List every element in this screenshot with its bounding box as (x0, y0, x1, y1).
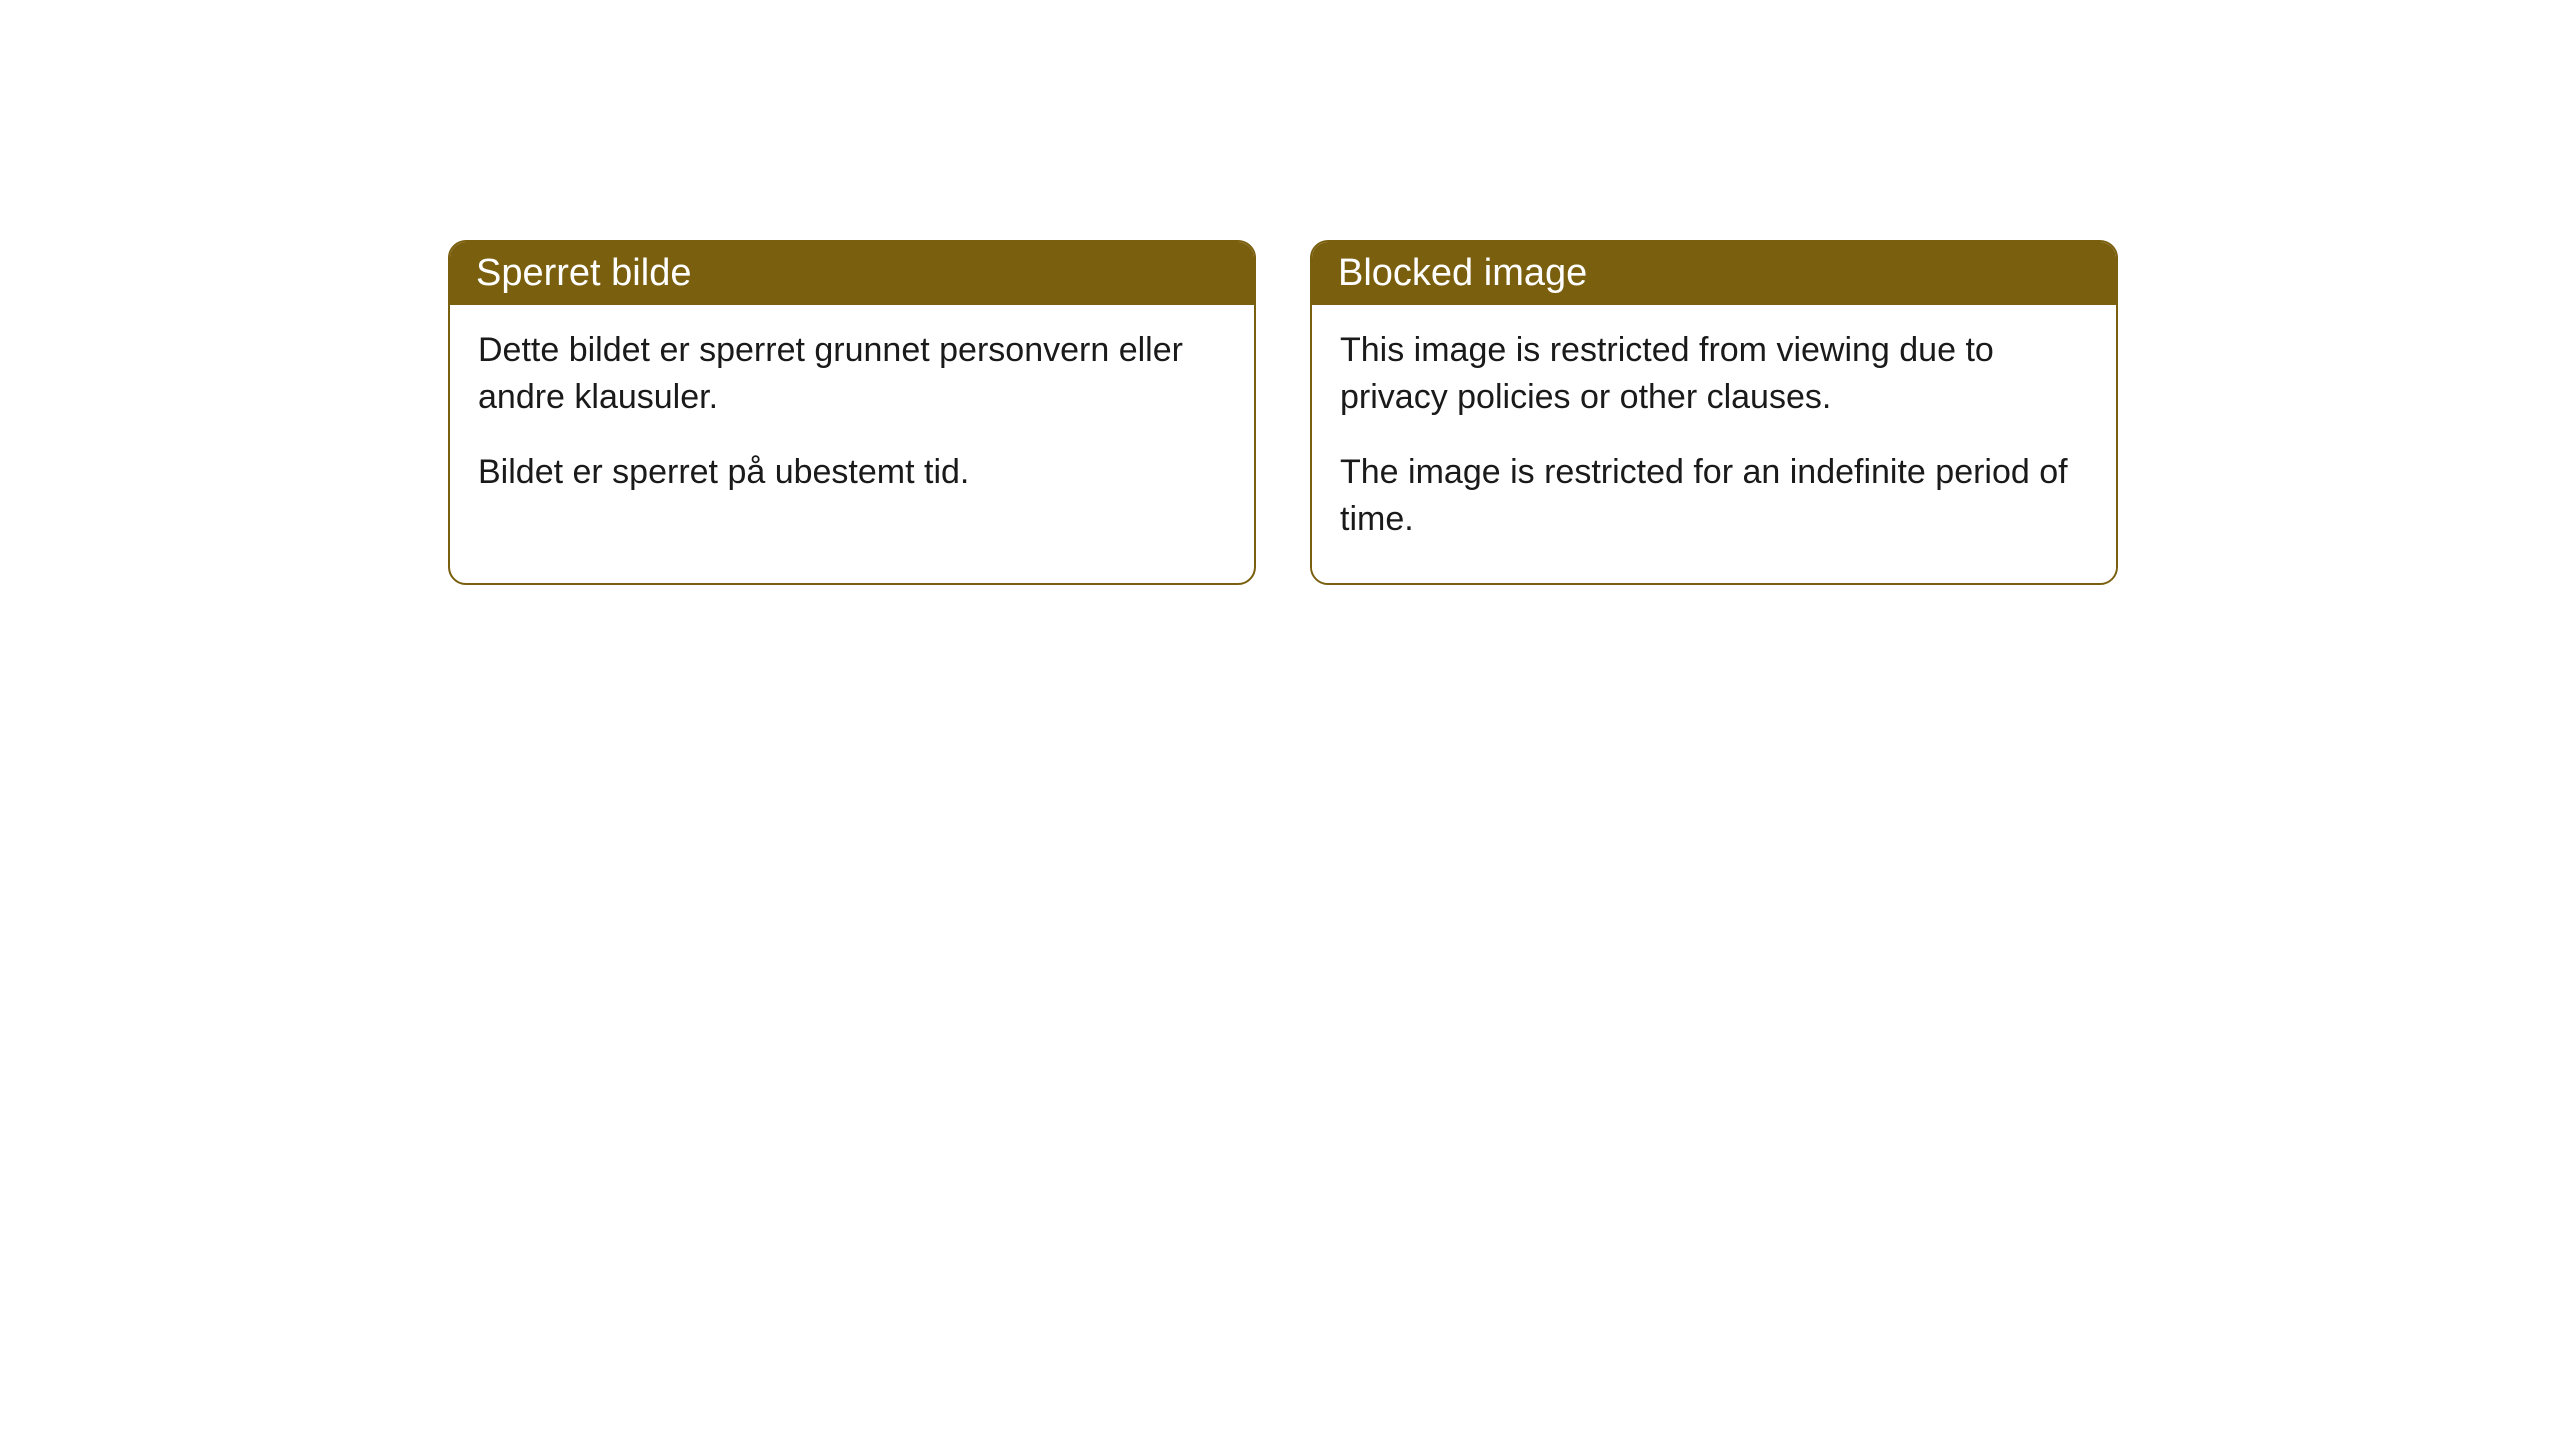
notice-paragraph-2-norwegian: Bildet er sperret på ubestemt tid. (478, 449, 1226, 496)
notice-paragraph-2-english: The image is restricted for an indefinit… (1340, 449, 2088, 543)
notice-container: Sperret bilde Dette bildet er sperret gr… (448, 240, 2118, 585)
notice-paragraph-1-norwegian: Dette bildet er sperret grunnet personve… (478, 327, 1226, 421)
notice-card-norwegian: Sperret bilde Dette bildet er sperret gr… (448, 240, 1256, 585)
notice-title-norwegian: Sperret bilde (476, 252, 691, 294)
notice-card-english: Blocked image This image is restricted f… (1310, 240, 2118, 585)
notice-paragraph-1-english: This image is restricted from viewing du… (1340, 327, 2088, 421)
notice-body-english: This image is restricted from viewing du… (1312, 305, 2116, 583)
notice-header-norwegian: Sperret bilde (450, 242, 1254, 305)
notice-title-english: Blocked image (1338, 252, 1587, 294)
notice-body-norwegian: Dette bildet er sperret grunnet personve… (450, 305, 1254, 536)
notice-header-english: Blocked image (1312, 242, 2116, 305)
